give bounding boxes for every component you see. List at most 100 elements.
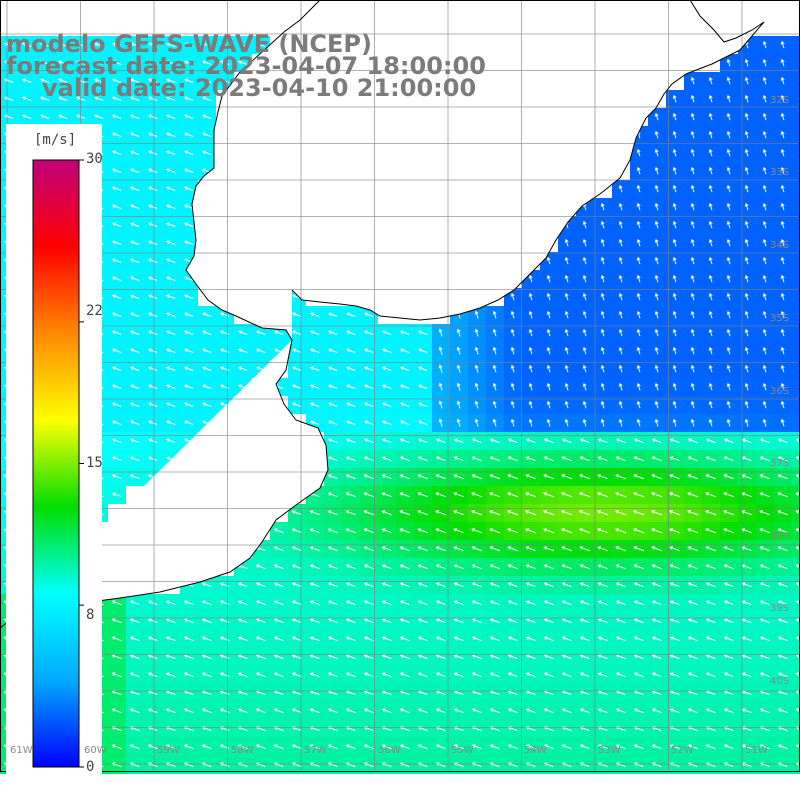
wind-arrow-head xyxy=(435,600,440,605)
wind-arrow xyxy=(112,672,122,678)
wind-arrow xyxy=(796,726,800,730)
wind-arrow xyxy=(742,546,752,552)
wind-arrow-head xyxy=(726,94,731,99)
wind-arrow xyxy=(130,456,140,462)
wind-arrow xyxy=(727,203,731,211)
wind-arrow xyxy=(22,79,32,83)
wind-arrow-head xyxy=(507,528,511,532)
wind-arrow-head xyxy=(582,238,587,243)
lon-label-53w: 53W xyxy=(598,745,621,756)
wind-arrow-head xyxy=(672,400,677,405)
wind-arrow xyxy=(727,293,731,301)
wind-arrow-head xyxy=(183,168,188,173)
wind-arrow-head xyxy=(651,654,656,659)
wind-arrow-head xyxy=(510,346,515,351)
wind-arrow-head xyxy=(780,328,785,333)
wind-arrow xyxy=(202,61,212,65)
wind-arrow-head xyxy=(291,636,296,641)
wind-arrow xyxy=(781,329,785,337)
wind-arrow-head xyxy=(201,132,206,137)
wind-arrow-head xyxy=(561,654,566,659)
wind-arrow-head xyxy=(147,114,152,119)
wind-arrow-head xyxy=(471,672,476,677)
wind-arrow xyxy=(580,582,590,588)
wind-arrow xyxy=(742,456,752,462)
wind-arrow xyxy=(4,97,14,101)
wind-arrow xyxy=(166,367,176,371)
wind-arrow-head xyxy=(744,112,749,117)
wind-arrow-head xyxy=(201,636,206,641)
wind-arrow-head xyxy=(381,510,386,514)
wind-arrow xyxy=(364,708,374,714)
wind-arrow xyxy=(274,385,284,389)
wind-arrow-head xyxy=(111,168,116,173)
wind-arrow xyxy=(418,654,428,660)
wind-arrow xyxy=(508,654,518,660)
wind-arrow-head xyxy=(381,438,386,443)
wind-arrow xyxy=(382,654,392,660)
wind-arrow xyxy=(400,349,410,353)
wind-arrow-head xyxy=(417,564,422,569)
wind-arrow-head xyxy=(111,600,116,604)
lon-label-60w: 60W xyxy=(84,745,107,756)
wind-arrow xyxy=(670,726,680,732)
wind-arrow xyxy=(796,600,800,604)
wind-arrow xyxy=(76,97,86,101)
wind-arrow-head xyxy=(183,762,188,767)
wind-arrow xyxy=(454,546,464,552)
wind-arrow xyxy=(742,600,752,606)
graticule xyxy=(0,0,800,770)
wind-arrow xyxy=(202,636,212,642)
wind-arrow xyxy=(619,347,623,355)
wind-arrow-head xyxy=(687,438,692,443)
wind-arrow xyxy=(76,79,86,83)
wind-arrow xyxy=(781,221,785,229)
wind-arrow-head xyxy=(744,328,749,333)
wind-arrow-head xyxy=(363,456,368,461)
wind-arrow xyxy=(508,582,518,588)
wind-arrow xyxy=(364,672,374,678)
wind-arrow xyxy=(724,726,734,732)
wind-arrow-head xyxy=(309,600,314,605)
wind-arrow xyxy=(400,546,410,552)
wind-arrow xyxy=(310,331,320,335)
wind-arrow xyxy=(148,349,158,353)
wind-arrow-head xyxy=(780,346,785,351)
wind-arrow xyxy=(688,744,698,750)
wind-arrow xyxy=(655,113,659,121)
wind-arrow-head xyxy=(525,636,530,641)
wind-arrow-head xyxy=(273,744,278,749)
wind-arrow xyxy=(526,744,536,750)
wind-arrow xyxy=(184,636,194,642)
wind-arrow-head xyxy=(561,762,566,767)
wind-arrow-head xyxy=(111,276,116,281)
wind-arrow xyxy=(763,275,767,283)
wind-arrow-head xyxy=(708,202,713,207)
wind-arrow xyxy=(562,690,572,696)
wind-arrow-head xyxy=(582,346,587,351)
wind-arrow xyxy=(507,546,519,552)
wind-arrow-head xyxy=(399,600,404,605)
wind-arrow-head xyxy=(75,114,80,119)
wind-arrow-head xyxy=(237,654,242,659)
wind-arrow-head xyxy=(525,744,530,749)
wind-arrow-head xyxy=(111,438,116,443)
wind-arrow xyxy=(598,456,608,462)
wind-arrow xyxy=(634,618,644,624)
wind-arrow-head xyxy=(165,384,170,389)
wind-arrow-head xyxy=(93,96,98,101)
wind-arrow-head xyxy=(762,148,767,153)
wind-arrow-head xyxy=(762,184,767,189)
wind-arrow xyxy=(601,257,605,265)
wind-arrow-head xyxy=(651,582,656,587)
wind-arrow-head xyxy=(777,654,782,659)
wind-arrow xyxy=(184,205,194,209)
wind-arrow xyxy=(238,726,248,732)
wind-arrow-head xyxy=(21,42,26,47)
wind-arrow-head xyxy=(291,528,296,533)
wind-arrow xyxy=(634,564,644,570)
wind-arrow-head xyxy=(363,348,368,353)
wind-arrow xyxy=(688,546,698,552)
wind-arrow-head xyxy=(762,40,767,45)
field-cell xyxy=(792,54,800,72)
